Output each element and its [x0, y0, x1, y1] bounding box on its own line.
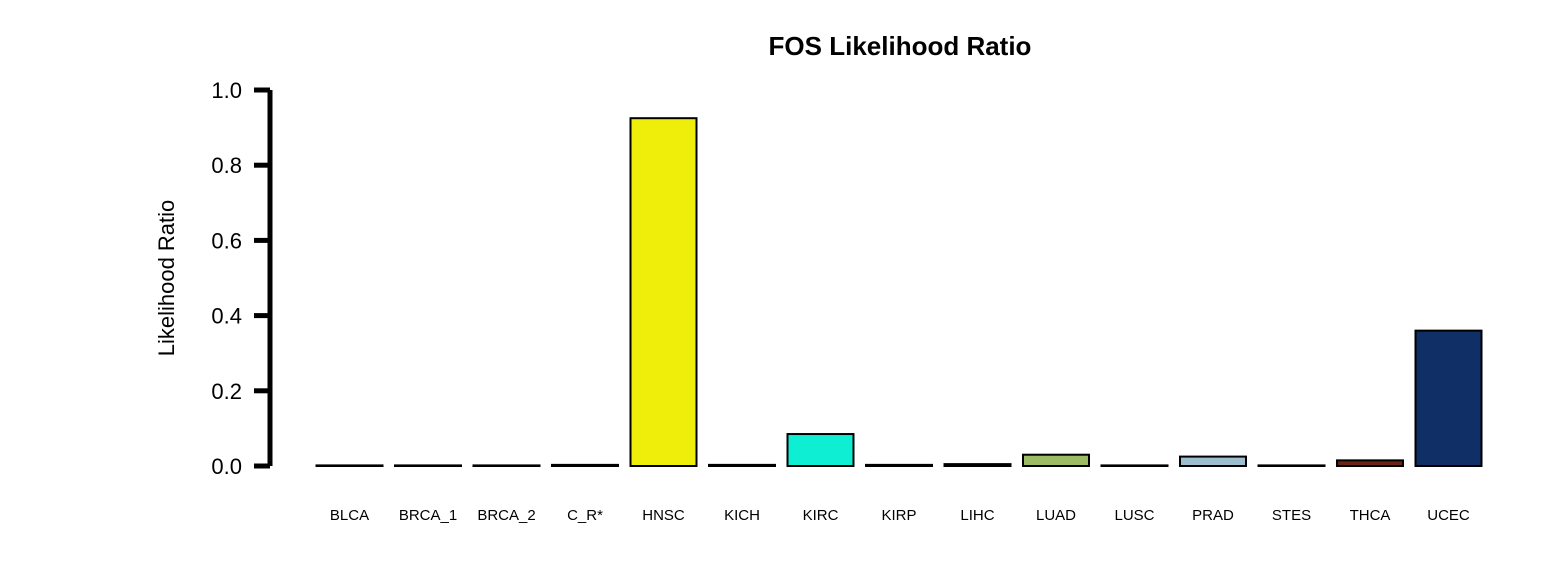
- x-tick-labels: BLCA BRCA_1 BRCA_2 C_R* HNSC KICH KIRC KIRP LIHC…: [330, 507, 1470, 524]
- bar-hnsc: [629, 117, 698, 467]
- bar-lusc: [1100, 464, 1169, 467]
- x-tick-label: STES: [1272, 507, 1311, 524]
- bar-ucec: [1414, 329, 1483, 468]
- bar-blca: [315, 464, 384, 467]
- bar-lihc: [943, 463, 1012, 467]
- x-tick-label: BLCA: [330, 507, 369, 524]
- x-tick-label: THCA: [1350, 507, 1391, 524]
- x-tick-label: LUSC: [1114, 507, 1154, 524]
- bar-brca-2: [472, 464, 541, 467]
- y-axis: 0.0 0.2 0.4 0.6 0.8 1.0: [211, 78, 273, 479]
- y-tick-label: 0.4: [211, 304, 242, 329]
- x-tick-label: HNSC: [642, 507, 685, 524]
- y-tick-label: 0.6: [211, 228, 242, 253]
- bar-kirp: [865, 463, 933, 468]
- y-tick-label: 0.2: [211, 379, 242, 404]
- bar-brca-1: [394, 464, 462, 467]
- x-tick-label: BRCA_2: [477, 507, 535, 524]
- bar-prad: [1179, 455, 1247, 468]
- bars: [315, 117, 1483, 468]
- x-tick-label: KIRC: [803, 507, 839, 524]
- y-tick-label: 0.8: [211, 153, 242, 178]
- bar-stes: [1257, 464, 1326, 467]
- x-tick-label: PRAD: [1192, 507, 1234, 524]
- x-tick-label: KIRP: [881, 507, 916, 524]
- y-tick-label: 0.0: [211, 454, 242, 479]
- x-tick-label: LUAD: [1036, 507, 1076, 524]
- bar-c-r: [551, 463, 619, 468]
- y-axis-label: Likelihood Ratio: [154, 200, 179, 357]
- x-tick-label: LIHC: [960, 507, 994, 524]
- x-tick-label: UCEC: [1427, 507, 1470, 524]
- chart-title: FOS Likelihood Ratio: [769, 31, 1032, 61]
- x-tick-label: C_R*: [567, 507, 603, 524]
- bar-kich: [708, 463, 776, 468]
- bar-thca: [1336, 459, 1404, 467]
- x-tick-label: BRCA_1: [399, 507, 457, 524]
- bar-luad: [1022, 453, 1090, 468]
- bar-kirc: [786, 433, 855, 468]
- y-tick-label: 1.0: [211, 78, 242, 103]
- x-tick-label: KICH: [724, 507, 760, 524]
